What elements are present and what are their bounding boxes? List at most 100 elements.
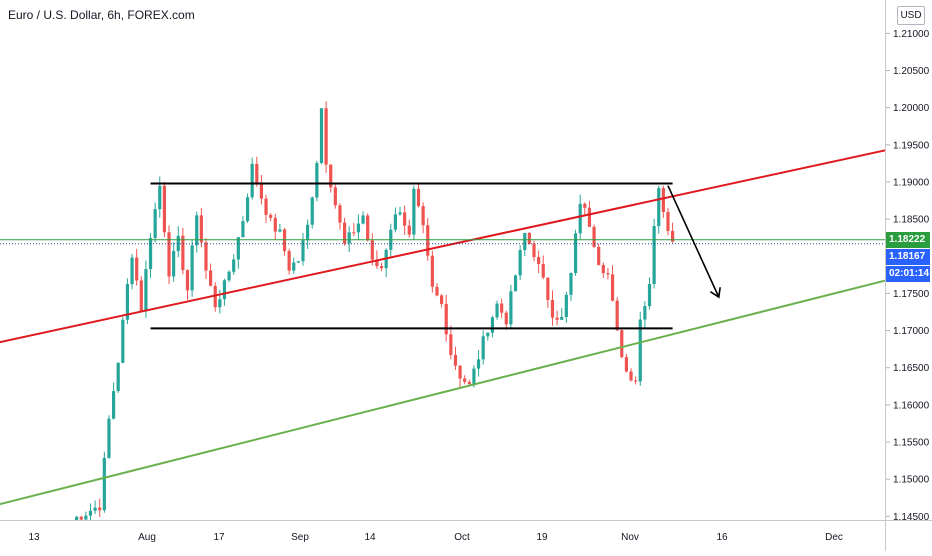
currency-button[interactable]: USD: [897, 6, 925, 25]
candle-body: [573, 233, 578, 273]
time-tick-label: 13: [28, 532, 40, 543]
candle-body: [426, 225, 430, 256]
candle-body: [218, 299, 222, 308]
candle-body: [500, 303, 504, 313]
time-tick-label: Aug: [138, 532, 156, 543]
upper-channel-line[interactable]: [0, 126, 932, 356]
candle-body: [440, 295, 444, 304]
candle-body: [666, 211, 670, 231]
candle-body: [370, 240, 374, 260]
candle-body: [541, 263, 545, 278]
candle-body: [264, 198, 268, 215]
candle-body: [347, 232, 351, 244]
axis-corner[interactable]: [885, 520, 932, 551]
drawings-group: [0, 126, 932, 520]
candle-body: [467, 381, 471, 385]
candle-body: [490, 317, 495, 333]
price-tick-label: 1.20500: [893, 66, 930, 77]
price-tick-label: 1.14500: [893, 512, 930, 520]
chart-title: Euro / U.S. Dollar, 6h, FOREX.com: [8, 8, 195, 22]
candle-body: [121, 319, 125, 363]
candle-body: [523, 232, 527, 251]
time-tick-label: 14: [364, 532, 376, 543]
candle-body: [292, 262, 296, 271]
time-tick-label: Nov: [621, 532, 639, 543]
candle-body: [647, 284, 652, 307]
price-tick-label: 1.21000: [893, 29, 930, 40]
candle-body: [504, 312, 508, 325]
candle-body: [615, 300, 619, 331]
time-axis[interactable]: 13 Aug 17 Sep 14 Oct 19 Nov 16 Dec: [0, 520, 885, 551]
candle-body: [564, 294, 568, 317]
candle-body: [162, 185, 166, 233]
lower-channel-line[interactable]: [0, 253, 932, 520]
candle-body: [430, 255, 434, 287]
candle-body: [356, 223, 361, 233]
candle-body: [578, 203, 582, 234]
candle-body: [199, 215, 203, 243]
candle-body: [167, 232, 171, 277]
candle-body: [98, 507, 102, 511]
candle-body: [250, 163, 254, 198]
candle-body: [102, 457, 106, 511]
candle-body: [255, 163, 259, 184]
candle-body: [172, 251, 176, 277]
candle-body: [657, 188, 661, 227]
candle-body: [486, 332, 490, 337]
candle-body: [116, 362, 120, 392]
price-tick-label: 1.20000: [893, 103, 930, 114]
candle-body: [222, 280, 227, 300]
candle-body: [555, 317, 559, 320]
price-tick-label: 1.15500: [893, 438, 930, 449]
last-price-badge: 1.18222: [886, 231, 930, 248]
candle-body: [232, 259, 236, 272]
candle-body: [241, 221, 245, 238]
time-tick-label: Sep: [291, 532, 309, 543]
candle-body: [453, 354, 458, 366]
candlestick-chart[interactable]: [0, 0, 932, 531]
price-tick-label: 1.19500: [893, 140, 930, 151]
candle-body: [537, 257, 541, 264]
price-tick-label: 1.15000: [893, 475, 930, 486]
candle-body: [107, 418, 111, 458]
candle-body: [379, 266, 384, 269]
candle-body: [416, 188, 421, 207]
candle-body: [93, 507, 97, 511]
candle-body: [412, 188, 416, 235]
candle-body: [204, 242, 208, 271]
candle-body: [393, 214, 397, 230]
chart-area[interactable]: [0, 0, 932, 531]
candle-body: [181, 235, 185, 271]
price-tick-label: 1.17000: [893, 326, 930, 337]
candle-body: [366, 215, 370, 241]
time-tick-label: 19: [536, 532, 548, 543]
projection-arrow[interactable]: [667, 185, 720, 298]
candle-body: [449, 334, 453, 355]
candle-body: [111, 391, 116, 419]
candle-body: [139, 280, 143, 312]
candle-body: [476, 359, 481, 369]
candle-body: [375, 259, 379, 267]
candle-body: [153, 209, 157, 239]
candle-body: [606, 273, 610, 275]
candle-body: [361, 215, 365, 224]
candle-body: [583, 203, 587, 208]
candle-body: [306, 224, 310, 241]
candle-body: [236, 237, 240, 260]
candle-body: [597, 246, 601, 265]
candle-body: [338, 205, 342, 223]
candle-body: [273, 217, 277, 232]
candle-body: [227, 271, 231, 281]
candle-body: [550, 299, 555, 318]
candle-body: [634, 380, 638, 382]
candle-body: [324, 108, 328, 165]
candle-body: [546, 277, 550, 300]
candle-body: [296, 261, 300, 263]
price-tick-label: 1.16000: [893, 400, 930, 411]
candle-body: [624, 357, 628, 372]
arrow-head: [709, 287, 721, 299]
price-tick-label: 1.17500: [893, 289, 930, 300]
candle-body: [509, 291, 513, 325]
candle-body: [407, 225, 411, 235]
time-tick-label: Oct: [454, 532, 470, 543]
